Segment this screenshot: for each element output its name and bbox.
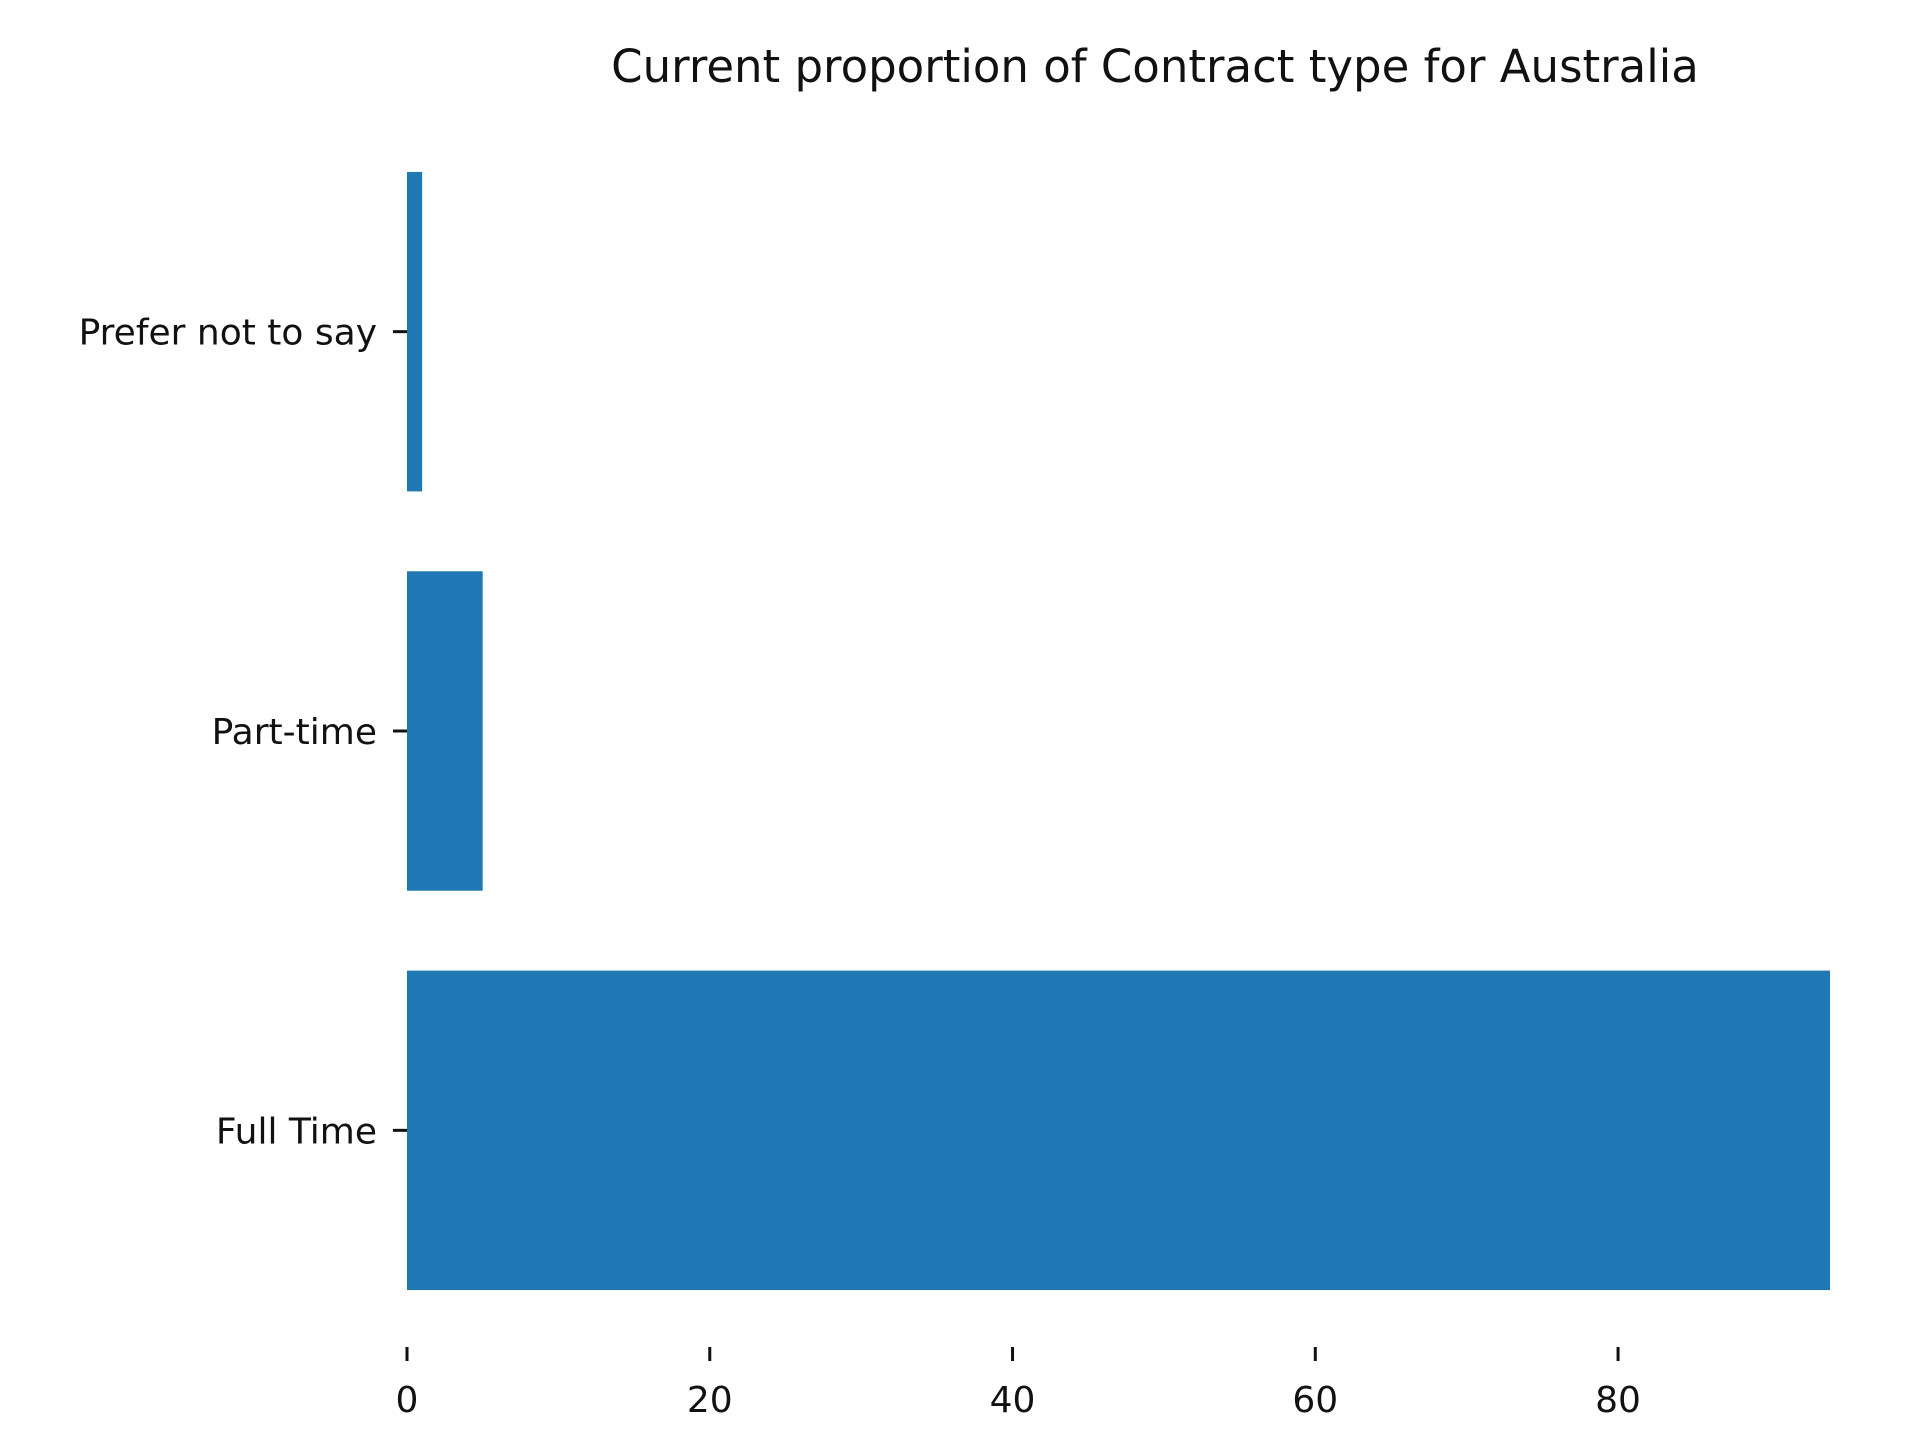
bar-prefer-not-to-say bbox=[407, 171, 423, 492]
chart-title: Current proportion of Contract type for … bbox=[611, 40, 1699, 93]
bars-group bbox=[407, 171, 1830, 1291]
y-tick-label-part-time: Part-time bbox=[212, 712, 377, 753]
bar-full-time bbox=[407, 970, 1830, 1291]
x-tick-label-20: 20 bbox=[687, 1380, 733, 1421]
x-tick-label-0: 0 bbox=[396, 1380, 419, 1421]
x-tick-label-60: 60 bbox=[1292, 1380, 1338, 1421]
y-tick-label-prefer-not-to-say: Prefer not to say bbox=[79, 313, 377, 354]
bar-part-time bbox=[407, 571, 483, 891]
y-axis: Full Time Part-time Prefer not to say bbox=[79, 313, 407, 1152]
y-tick-label-full-time: Full Time bbox=[216, 1111, 377, 1152]
x-tick-label-80: 80 bbox=[1595, 1380, 1641, 1421]
x-axis: 0 20 40 60 80 bbox=[396, 1347, 1641, 1421]
x-tick-label-40: 40 bbox=[990, 1380, 1036, 1421]
